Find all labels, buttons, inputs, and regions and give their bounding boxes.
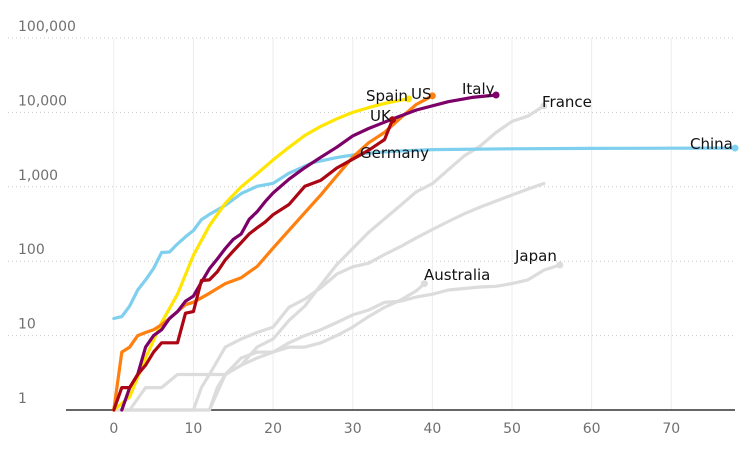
x-tick-label: 10 [185, 421, 203, 437]
series-label-uk: UK [370, 107, 392, 125]
x-tick-label: 70 [662, 421, 680, 437]
series-line-france [112, 104, 546, 412]
x-tick-label: 50 [503, 421, 521, 437]
series-label-china: China [690, 135, 733, 153]
series-end-marker-france [540, 102, 548, 110]
series-label-germany: Germany [360, 144, 429, 162]
series-line-spain [112, 97, 411, 412]
series-lines [112, 91, 739, 412]
x-tick-label: 30 [344, 421, 362, 437]
series-label-japan: Japan [514, 247, 557, 265]
x-tick-label: 20 [264, 421, 282, 437]
series-end-marker-australia [420, 280, 428, 288]
y-tick-label: 10 [18, 317, 36, 333]
series-label-spain: Spain [366, 87, 408, 105]
x-tick-label: 60 [583, 421, 601, 437]
series-line-uk [112, 118, 395, 412]
x-tick-label: 0 [109, 421, 118, 437]
series-line-australia [207, 282, 426, 412]
series-labels: Germany France Japan Australia China Spain US I… [360, 80, 733, 284]
x-axis-ticks: 0 10 20 30 40 50 60 70 [109, 421, 680, 437]
series-label-us: US [411, 85, 432, 103]
x-tick-label: 40 [423, 421, 441, 437]
series-label-france: France [542, 93, 592, 111]
series-end-marker-japan [556, 261, 564, 269]
y-tick-label: 100,000 [18, 19, 76, 35]
series-end-marker-us [428, 92, 436, 100]
series-line-us [112, 94, 434, 412]
series-end-marker-spain [404, 95, 412, 103]
series-label-italy: Italy [462, 80, 495, 98]
series-end-marker-uk [389, 116, 397, 124]
y-tick-label: 1 [18, 391, 27, 407]
grid [8, 37, 735, 410]
y-tick-label: 100 [18, 242, 45, 258]
y-tick-label: 10,000 [18, 93, 67, 109]
series-label-australia: Australia [424, 266, 490, 284]
series-end-marker-italy [492, 91, 500, 99]
y-axis-ticks: 1 10 100 1,000 10,000 100,000 [18, 19, 76, 407]
series-line-italy [120, 93, 498, 412]
y-tick-label: 1,000 [18, 168, 58, 184]
series-end-marker-china [731, 144, 739, 152]
series-line-japan [128, 263, 562, 412]
